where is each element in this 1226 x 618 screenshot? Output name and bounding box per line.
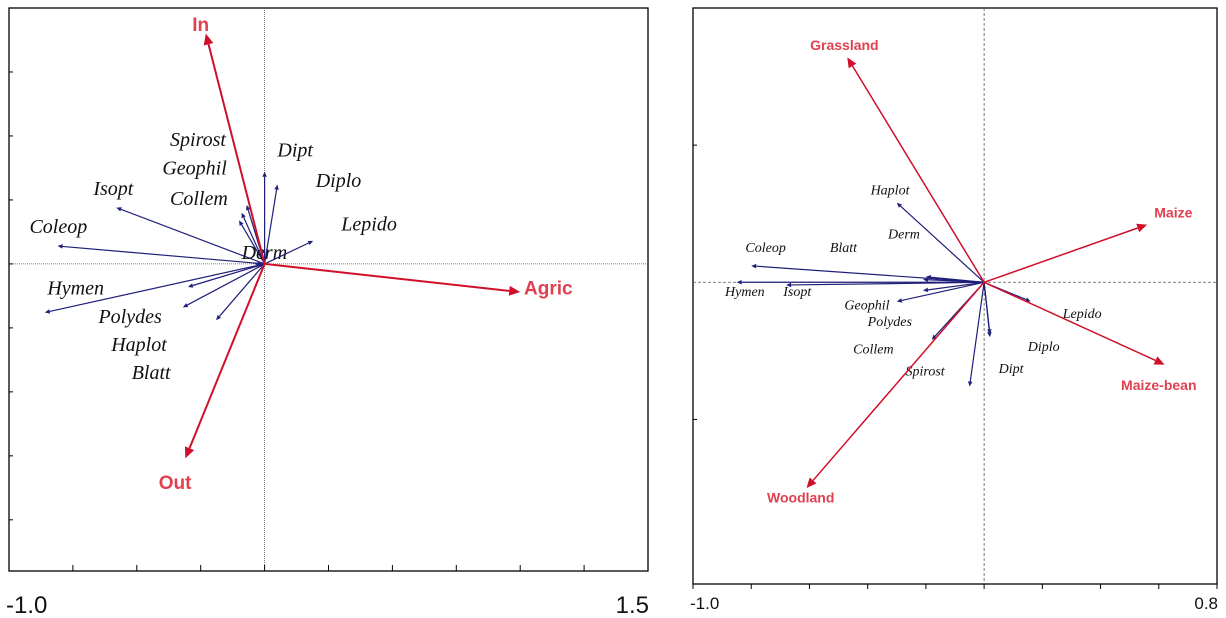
species-label-spirost: Spirost bbox=[170, 129, 226, 151]
species-arrow-collem bbox=[239, 220, 266, 265]
species-arrow-polydes bbox=[187, 263, 265, 288]
species-label-blatt: Blatt bbox=[830, 241, 858, 256]
species-label-collem: Collem bbox=[853, 343, 893, 358]
species-label-lepido: Lepido bbox=[1062, 307, 1102, 322]
species-label-polydes: Polydes bbox=[97, 306, 162, 328]
species-arrow-haplot bbox=[182, 263, 265, 308]
env-arrow-in bbox=[203, 33, 266, 265]
species-label-haplot: Haplot bbox=[870, 184, 911, 199]
species-arrow-isopt bbox=[116, 207, 265, 265]
species-label-spirost: Spirost bbox=[906, 365, 946, 380]
right-biplot-panel: -1.0 0.8 Haplot Derm Blatt Coleop Hymen Isopt Ge… bbox=[690, 7, 1218, 613]
env-label-agric: Agric bbox=[524, 279, 573, 300]
species-label-derm: Derm bbox=[887, 227, 920, 242]
species-arrow-coleop bbox=[57, 244, 265, 265]
species-label-geophil: Geophil bbox=[844, 299, 889, 314]
species-label-coleop: Coleop bbox=[29, 216, 87, 238]
env-arrow-woodland bbox=[806, 281, 985, 488]
plot-frame bbox=[692, 7, 1218, 585]
env-label-maize-bean: Maize-bean bbox=[1121, 377, 1196, 393]
species-label-isopt: Isopt bbox=[92, 178, 133, 200]
species-label-lepido: Lepido bbox=[340, 214, 397, 236]
species-arrow-blatt bbox=[216, 263, 266, 321]
env-arrow-out bbox=[184, 263, 266, 459]
species-arrow-geophil bbox=[241, 212, 266, 265]
species-arrow-spirost bbox=[968, 282, 985, 387]
x-tick-label-max: 0.8 bbox=[1194, 594, 1218, 613]
env-arrow-maize bbox=[983, 223, 1148, 283]
species-label-diplo: Diplo bbox=[315, 170, 362, 192]
species-arrow-haplot bbox=[896, 202, 985, 283]
left-biplot-panel: -1.0 1.5SpirostGeophilCollemIsoptColeopDe… bbox=[6, 7, 649, 618]
x-tick-label-max: 1.5 bbox=[616, 592, 649, 618]
species-label-dipt: Dipt bbox=[276, 139, 313, 161]
species-arrow-hymen bbox=[44, 263, 265, 314]
env-label-maize: Maize bbox=[1154, 204, 1192, 220]
species-arrow-polydes bbox=[896, 281, 985, 303]
species-label-coleop: Coleop bbox=[745, 241, 785, 256]
species-arrow-lepido bbox=[264, 240, 314, 265]
species-label-blatt: Blatt bbox=[132, 362, 171, 384]
env-arrow-agric bbox=[264, 262, 521, 296]
species-label-polydes: Polydes bbox=[867, 315, 913, 330]
species-arrow-geophil bbox=[922, 281, 985, 293]
species-label-dipt: Dipt bbox=[998, 362, 1025, 377]
species-arrow-isopt bbox=[786, 281, 985, 288]
species-arrow-diplo bbox=[264, 184, 279, 265]
env-arrow-grassland bbox=[847, 57, 985, 283]
species-label-hymen: Hymen bbox=[724, 285, 765, 300]
species-label-isopt: Isopt bbox=[782, 285, 812, 300]
x-tick-label-min: -1.0 bbox=[690, 594, 719, 613]
species-label-hymen: Hymen bbox=[46, 278, 104, 300]
species-label-diplo: Diplo bbox=[1027, 340, 1060, 355]
env-label-grassland: Grassland bbox=[810, 37, 878, 53]
species-label-collem: Collem bbox=[170, 188, 228, 210]
env-label-in: In bbox=[192, 15, 209, 36]
species-arrow-diplo bbox=[983, 282, 992, 335]
env-arrow-maize-bean bbox=[983, 281, 1165, 365]
env-label-woodland: Woodland bbox=[767, 490, 834, 506]
env-label-out: Out bbox=[159, 473, 192, 494]
species-arrow-coleop bbox=[751, 263, 985, 283]
x-tick-label-min: -1.0 bbox=[6, 592, 47, 618]
species-arrow-dipt bbox=[262, 171, 267, 264]
species-label-haplot: Haplot bbox=[110, 334, 167, 356]
species-label-geophil: Geophil bbox=[162, 157, 227, 179]
